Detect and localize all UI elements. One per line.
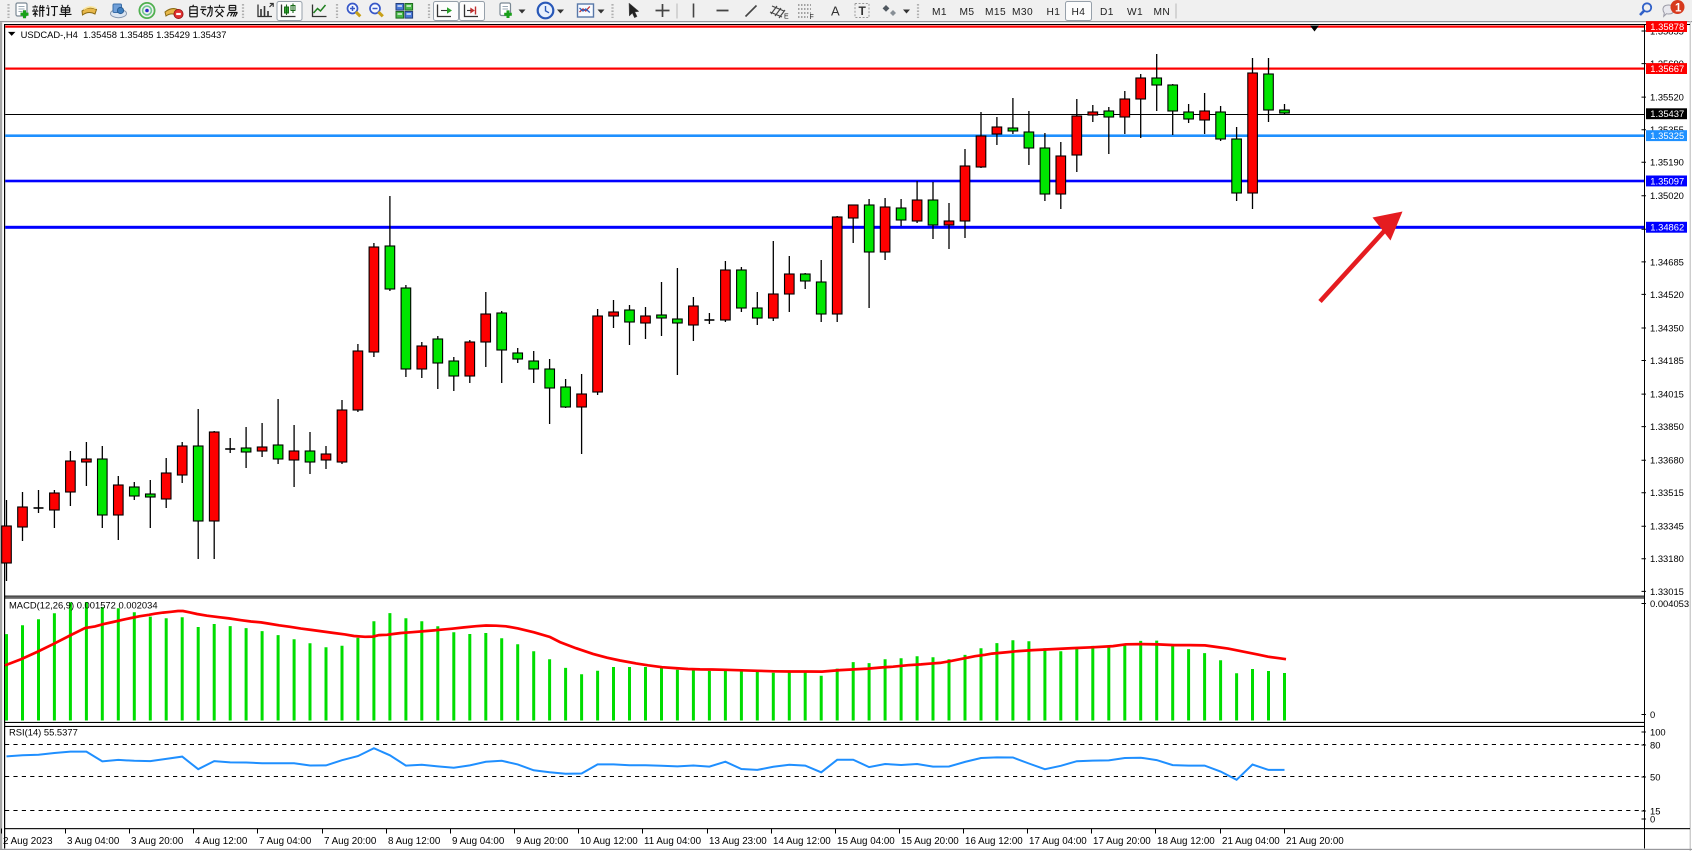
svg-text:1.33680: 1.33680 bbox=[1650, 455, 1684, 466]
svg-text:100: 100 bbox=[1650, 726, 1666, 737]
svg-text:1.35667: 1.35667 bbox=[1650, 63, 1684, 74]
svg-text:15: 15 bbox=[1650, 805, 1660, 816]
svg-text:2 Aug 2023: 2 Aug 2023 bbox=[3, 836, 53, 847]
svg-text:1.34862: 1.34862 bbox=[1650, 222, 1684, 233]
svg-text:1.33850: 1.33850 bbox=[1650, 421, 1684, 432]
svg-text:21 Aug 20:00: 21 Aug 20:00 bbox=[1286, 836, 1344, 847]
svg-text:1.35325: 1.35325 bbox=[1650, 130, 1684, 141]
svg-text:1.34015: 1.34015 bbox=[1650, 389, 1684, 400]
svg-text:1.35437: 1.35437 bbox=[1650, 108, 1684, 119]
svg-text:M1: M1 bbox=[932, 7, 947, 18]
svg-text:A: A bbox=[831, 4, 840, 19]
svg-text:1.35520: 1.35520 bbox=[1650, 92, 1684, 103]
svg-text:0.004053: 0.004053 bbox=[1650, 598, 1689, 609]
svg-text:3 Aug 04:00: 3 Aug 04:00 bbox=[67, 836, 120, 847]
svg-text:1.34520: 1.34520 bbox=[1650, 289, 1684, 300]
svg-text:1.33180: 1.33180 bbox=[1650, 553, 1684, 564]
svg-text:M15: M15 bbox=[985, 7, 1006, 18]
svg-text:F: F bbox=[810, 14, 814, 21]
svg-text:M5: M5 bbox=[960, 7, 975, 18]
svg-text:MN: MN bbox=[1154, 7, 1171, 18]
svg-text:W1: W1 bbox=[1127, 7, 1143, 18]
svg-text:1.35878: 1.35878 bbox=[1650, 21, 1684, 32]
svg-text:17 Aug 04:00: 17 Aug 04:00 bbox=[1029, 836, 1087, 847]
svg-text:H1: H1 bbox=[1047, 7, 1061, 18]
svg-text:3 Aug 20:00: 3 Aug 20:00 bbox=[131, 836, 184, 847]
svg-text:21 Aug 04:00: 21 Aug 04:00 bbox=[1222, 836, 1280, 847]
svg-text:14 Aug 12:00: 14 Aug 12:00 bbox=[773, 836, 831, 847]
svg-text:RSI(14) 55.5377: RSI(14) 55.5377 bbox=[9, 726, 78, 737]
svg-text:9 Aug 20:00: 9 Aug 20:00 bbox=[516, 836, 569, 847]
svg-text:1.35190: 1.35190 bbox=[1650, 157, 1684, 168]
svg-text:1.35020: 1.35020 bbox=[1650, 190, 1684, 201]
svg-text:1.34685: 1.34685 bbox=[1650, 256, 1684, 267]
svg-text:11 Aug 04:00: 11 Aug 04:00 bbox=[644, 836, 702, 847]
svg-text:4 Aug 12:00: 4 Aug 12:00 bbox=[195, 836, 248, 847]
svg-text:D1: D1 bbox=[1100, 7, 1114, 18]
svg-text:7 Aug 04:00: 7 Aug 04:00 bbox=[259, 836, 312, 847]
svg-text:17 Aug 20:00: 17 Aug 20:00 bbox=[1093, 836, 1151, 847]
svg-text:16 Aug 12:00: 16 Aug 12:00 bbox=[965, 836, 1023, 847]
svg-text:9 Aug 04:00: 9 Aug 04:00 bbox=[452, 836, 505, 847]
svg-text:15 Aug 20:00: 15 Aug 20:00 bbox=[901, 836, 959, 847]
svg-text:1.33345: 1.33345 bbox=[1650, 521, 1684, 532]
svg-text:MACD(12,26,9) 0.001572 0.00203: MACD(12,26,9) 0.001572 0.002034 bbox=[9, 600, 158, 611]
svg-text:M30: M30 bbox=[1012, 7, 1033, 18]
svg-text:1: 1 bbox=[1675, 2, 1682, 14]
svg-text:USDCAD-,H4 1.35458 1.35485 1.: USDCAD-,H4 1.35458 1.35485 1.35429 1.354… bbox=[21, 29, 227, 40]
svg-text:13 Aug 23:00: 13 Aug 23:00 bbox=[709, 836, 767, 847]
svg-text:10 Aug 12:00: 10 Aug 12:00 bbox=[580, 836, 638, 847]
svg-text:0: 0 bbox=[1650, 813, 1655, 824]
svg-text:1.34350: 1.34350 bbox=[1650, 322, 1684, 333]
svg-text:50: 50 bbox=[1650, 771, 1660, 782]
svg-text:H4: H4 bbox=[1072, 7, 1086, 18]
svg-text:1.33015: 1.33015 bbox=[1650, 586, 1684, 597]
svg-text:E: E bbox=[784, 14, 789, 21]
svg-text:8 Aug 12:00: 8 Aug 12:00 bbox=[388, 836, 441, 847]
svg-text:1.34185: 1.34185 bbox=[1650, 355, 1684, 366]
svg-text:15 Aug 04:00: 15 Aug 04:00 bbox=[837, 836, 895, 847]
svg-text:7 Aug 20:00: 7 Aug 20:00 bbox=[324, 836, 377, 847]
svg-text:T: T bbox=[859, 4, 867, 18]
svg-text:18 Aug 12:00: 18 Aug 12:00 bbox=[1157, 836, 1215, 847]
svg-text:1.33515: 1.33515 bbox=[1650, 487, 1684, 498]
svg-text:1.35097: 1.35097 bbox=[1650, 175, 1684, 186]
svg-text:80: 80 bbox=[1650, 739, 1660, 750]
svg-text:0: 0 bbox=[1650, 709, 1655, 720]
svg-text:1.35355: 1.35355 bbox=[1650, 124, 1684, 135]
